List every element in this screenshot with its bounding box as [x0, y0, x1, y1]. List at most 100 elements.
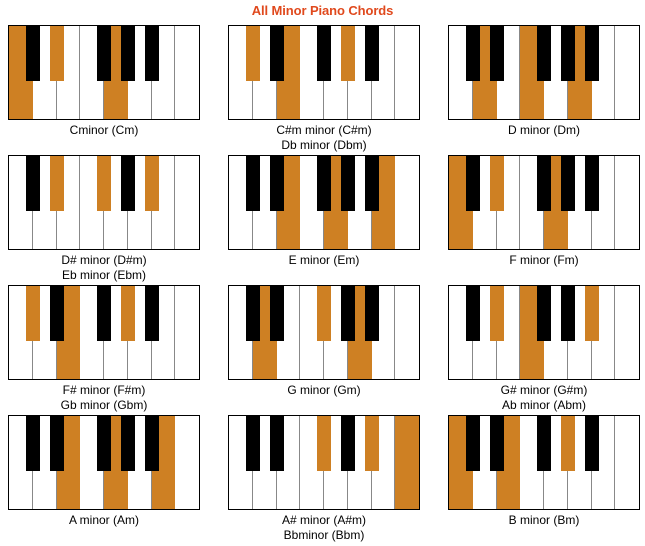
black-key-4[interactable]	[584, 416, 599, 471]
black-key-2[interactable]	[537, 26, 551, 81]
black-key-2[interactable]	[537, 156, 551, 211]
black-key-4[interactable]	[364, 416, 379, 471]
chord-label-group: A minor (Am)	[8, 513, 200, 528]
black-key-3[interactable]	[340, 286, 355, 341]
piano-keyboard	[228, 415, 420, 510]
black-key-0[interactable]	[465, 26, 480, 81]
chord-diagram: E minor (Em)	[228, 155, 420, 268]
black-key-1[interactable]	[269, 416, 284, 471]
black-key-1[interactable]	[269, 156, 284, 211]
white-key-c[interactable]	[175, 156, 199, 249]
black-key-4[interactable]	[584, 26, 599, 81]
black-key-4[interactable]	[144, 416, 159, 471]
black-key-4[interactable]	[144, 26, 159, 81]
black-key-0[interactable]	[465, 156, 480, 211]
black-key-3[interactable]	[340, 26, 355, 81]
chord-name: A minor (Am)	[68, 513, 139, 527]
white-key-c[interactable]	[395, 156, 419, 249]
black-key-2[interactable]	[537, 416, 551, 471]
white-key-c[interactable]	[175, 26, 199, 119]
black-key-2[interactable]	[97, 26, 111, 81]
black-key-3[interactable]	[120, 156, 135, 211]
black-key-1[interactable]	[49, 286, 64, 341]
piano-keyboard	[448, 25, 640, 120]
black-key-0[interactable]	[245, 416, 260, 471]
black-key-0[interactable]	[245, 26, 260, 81]
chord-name: B minor (Bm)	[508, 513, 580, 527]
black-key-0[interactable]	[245, 286, 260, 341]
chord-name: D# minor (D#m)	[61, 253, 147, 267]
black-key-4[interactable]	[144, 156, 159, 211]
white-key-c[interactable]	[395, 26, 419, 119]
white-key-f[interactable]	[615, 156, 639, 249]
black-key-1[interactable]	[269, 26, 284, 81]
white-key-f[interactable]	[175, 416, 199, 509]
black-key-3[interactable]	[120, 416, 135, 471]
chord-name: Cminor (Cm)	[69, 123, 139, 137]
black-key-4[interactable]	[364, 26, 379, 81]
black-key-0[interactable]	[25, 156, 40, 211]
black-key-4[interactable]	[364, 286, 379, 341]
chord-row: D# minor (D#m) Eb minor (Ebm) E minor (Em)…	[0, 155, 645, 285]
black-key-3[interactable]	[120, 286, 135, 341]
black-key-3[interactable]	[560, 156, 575, 211]
piano-keyboard	[228, 155, 420, 250]
chord-name-enharmonic: Gb minor (Gbm)	[60, 398, 148, 412]
black-key-4[interactable]	[144, 286, 159, 341]
white-key-f[interactable]	[175, 286, 199, 379]
white-key-f[interactable]	[615, 416, 639, 509]
black-key-3[interactable]	[340, 416, 355, 471]
black-key-0[interactable]	[25, 286, 40, 341]
chord-diagram: C#m minor (C#m) Db minor (Dbm)	[228, 25, 420, 153]
chord-diagram: G# minor (G#m) Ab minor (Abm)	[448, 285, 640, 413]
black-key-4[interactable]	[584, 156, 599, 211]
white-key-f[interactable]	[395, 416, 419, 509]
chord-name-enharmonic: Bbminor (Bbm)	[283, 528, 365, 542]
black-key-4[interactable]	[584, 286, 599, 341]
black-key-1[interactable]	[489, 286, 504, 341]
piano-keyboard	[228, 25, 420, 120]
black-key-3[interactable]	[560, 286, 575, 341]
piano-keyboard	[448, 155, 640, 250]
black-key-2[interactable]	[97, 416, 111, 471]
chord-label-group: B minor (Bm)	[448, 513, 640, 528]
black-key-1[interactable]	[489, 156, 504, 211]
black-key-1[interactable]	[269, 286, 284, 341]
black-key-1[interactable]	[49, 416, 64, 471]
white-key-f[interactable]	[615, 286, 639, 379]
chord-row: Cminor (Cm) C#m minor (C#m) Db minor (Dbm)…	[0, 25, 645, 155]
chord-diagram: D# minor (D#m) Eb minor (Ebm)	[8, 155, 200, 283]
chord-label-group: G# minor (G#m) Ab minor (Abm)	[448, 383, 640, 413]
chord-label-group: E minor (Em)	[228, 253, 420, 268]
white-key-c[interactable]	[615, 26, 639, 119]
black-key-2[interactable]	[317, 416, 331, 471]
chord-label-group: F# minor (F#m) Gb minor (Gbm)	[8, 383, 200, 413]
black-key-1[interactable]	[489, 26, 504, 81]
piano-keyboard	[8, 285, 200, 380]
black-key-4[interactable]	[364, 156, 379, 211]
chord-name: F minor (Fm)	[509, 253, 579, 267]
black-key-1[interactable]	[49, 26, 64, 81]
black-key-2[interactable]	[97, 156, 111, 211]
black-key-1[interactable]	[489, 416, 504, 471]
piano-keyboard	[8, 25, 200, 120]
black-key-3[interactable]	[120, 26, 135, 81]
chord-label-group: F minor (Fm)	[448, 253, 640, 268]
white-key-f[interactable]	[395, 286, 419, 379]
black-key-2[interactable]	[97, 286, 111, 341]
black-key-2[interactable]	[317, 156, 331, 211]
black-key-3[interactable]	[340, 156, 355, 211]
black-key-0[interactable]	[465, 416, 480, 471]
black-key-3[interactable]	[560, 26, 575, 81]
chord-label-group: A# minor (A#m) Bbminor (Bbm)	[228, 513, 420, 543]
black-key-0[interactable]	[465, 286, 480, 341]
black-key-1[interactable]	[49, 156, 64, 211]
black-key-2[interactable]	[317, 286, 331, 341]
black-key-2[interactable]	[537, 286, 551, 341]
black-key-0[interactable]	[245, 156, 260, 211]
black-key-0[interactable]	[25, 416, 40, 471]
black-key-0[interactable]	[25, 26, 40, 81]
black-key-3[interactable]	[560, 416, 575, 471]
piano-keyboard	[8, 155, 200, 250]
black-key-2[interactable]	[317, 26, 331, 81]
